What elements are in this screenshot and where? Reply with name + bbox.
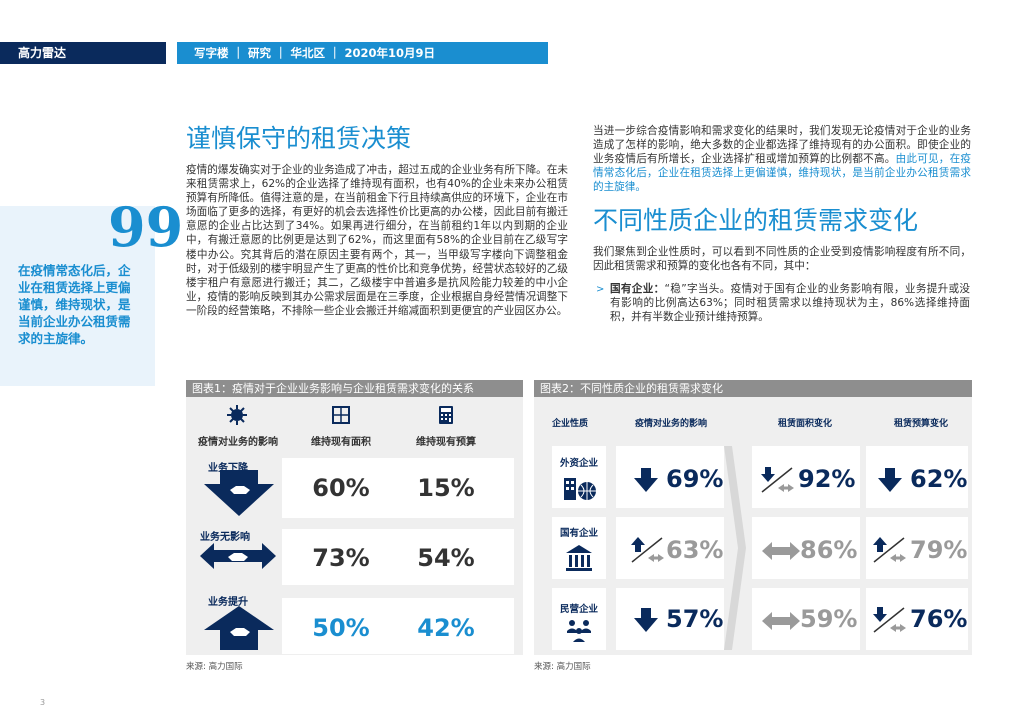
- bullet-arrow-icon: >: [596, 284, 605, 295]
- chart1-row2-label: 业务无影响: [200, 532, 250, 543]
- down-arrow-handshake-icon: [204, 470, 274, 516]
- chart2-cell: [866, 588, 968, 650]
- chart2-row3-budget: 76%: [910, 605, 968, 633]
- chart2-row3-label: 民营企业: [559, 604, 598, 615]
- quote-panel: [0, 206, 155, 386]
- chart2-row1-area: 92%: [798, 465, 856, 493]
- section2-bullet: > 国有企业：“稳”字当头。疫情对于国有企业的业务影响有限，业务提升或没有影响的…: [596, 282, 970, 323]
- chart1-row1-label: 业务下降: [208, 463, 248, 474]
- double-arrow-icon: [762, 612, 800, 630]
- section2-intro-highlight: 由此可见，在疫情常态化后，企业在租赁选择上更偏谨慎，维持现状，是当前企业办公租赁…: [593, 153, 972, 194]
- chart2-col-type: 企业性质: [551, 419, 588, 429]
- chart2-source: 来源: 高力国际: [534, 662, 591, 672]
- section2-paragraph: 我们聚焦到企业性质时，可以看到不同性质的企业受到疫情影响程度有所不同，因此租赁需…: [593, 246, 971, 273]
- pull-quote: 在疫情常态化后，企业在租赁选择上更偏谨慎，维持现状，是当前企业办公租赁需求的主旋…: [18, 263, 131, 346]
- chart2-row1-impact: 69%: [666, 465, 724, 493]
- chart2-row2-budget: 79%: [910, 536, 968, 564]
- chart2-col-area: 租赁面积变化: [777, 419, 832, 429]
- chart2-row1-budget: 62%: [910, 465, 968, 493]
- chart1-row3-budget: 42%: [417, 614, 475, 642]
- chart1-row-bg: [282, 529, 514, 585]
- chart2-row2-area: 86%: [800, 536, 858, 564]
- chart2-type-cell: [552, 446, 606, 508]
- chart1-row-bg: [282, 598, 514, 654]
- down-arrow-icon: [634, 608, 658, 632]
- mixed-down-icon: [873, 607, 906, 633]
- section1-paragraph: 疫情的爆发确实对于企业的业务造成了冲击，超过五成的企业业务有所下降。在未来租赁需…: [186, 164, 568, 317]
- section2-title: 不同性质企业的租赁需求变化: [593, 206, 919, 235]
- area-icon: [332, 406, 350, 424]
- section1-title: 谨慎保守的租赁决策: [186, 124, 412, 153]
- up-arrow-handshake-icon: [204, 606, 274, 650]
- calculator-icon: [439, 406, 453, 424]
- meta-bar: 写字楼 ｜ 研究 ｜ 华北区 ｜ 2020年10月9日: [177, 42, 548, 64]
- chart1-heading: 图表1：疫情对于企业业务影响与企业租赁需求变化的关系: [186, 380, 523, 397]
- chart1-col-area: 维持现有面积: [311, 437, 371, 448]
- chart2-row3-area: 59%: [800, 605, 858, 633]
- government-building-icon: [566, 545, 592, 571]
- section2-intro-text: 当进一步综合疫情影响和需求变化的结果时，我们发现无论疫情对于企业的业务造成了怎样…: [593, 125, 971, 166]
- chart1-row1-budget: 15%: [417, 474, 475, 502]
- chart2-row2-label: 国有企业: [559, 528, 598, 539]
- chart2-cell: [866, 446, 968, 508]
- chart1-row2-budget: 54%: [417, 544, 475, 572]
- virus-icon: [227, 405, 247, 425]
- section2-intro: 当进一步综合疫情影响和需求变化的结果时，我们发现无论疫情对于企业的业务造成了怎样…: [593, 124, 971, 194]
- mixed-down-icon: [761, 467, 794, 493]
- chart1-row1-area: 60%: [312, 474, 370, 502]
- chart1-col-budget: 维持现有预算: [416, 437, 476, 448]
- down-arrow-icon: [634, 468, 658, 492]
- chart1-col-impact: 疫情对业务的影响: [198, 437, 278, 448]
- chart2-row1-label: 外资企业: [559, 458, 598, 469]
- chart2-col-budget: 租赁预算变化: [893, 419, 948, 429]
- chart1-row3-label: 业务提升: [208, 597, 248, 608]
- chart2-cell: [616, 517, 724, 579]
- chart1-row-bg: [282, 458, 514, 518]
- brand-bar: 高力雷达: [0, 42, 166, 64]
- people-group-icon: [567, 620, 591, 642]
- mixed-up-icon: [873, 537, 906, 563]
- chart2-cell: [616, 588, 724, 650]
- chart1-row3-area: 50%: [312, 614, 370, 642]
- chart2-heading: 图表2：不同性质企业的租赁需求变化: [534, 380, 972, 397]
- bullet-text: “稳”字当头。疫情对于国有企业的业务影响有限，业务提升或没有影响的比例高达63%…: [610, 283, 971, 324]
- down-arrow-icon: [878, 468, 902, 492]
- bullet-lead: 国有企业：: [610, 283, 665, 295]
- double-arrow-handshake-icon: [200, 543, 276, 569]
- building-globe-icon: [564, 478, 596, 500]
- chart1-row2-area: 73%: [312, 544, 370, 572]
- page-number: 3: [40, 698, 46, 707]
- chart2-row3-impact: 57%: [666, 605, 724, 633]
- chart2-cell: [616, 446, 724, 508]
- chart2-row2-impact: 63%: [666, 536, 724, 564]
- quote-mark-icon: 99: [108, 195, 184, 259]
- chevron-separator-icon: [724, 446, 746, 650]
- mixed-up-icon: [631, 537, 664, 563]
- double-arrow-icon: [762, 542, 800, 560]
- chart1-source: 来源: 高力国际: [186, 662, 243, 672]
- chart2-col-impact: 疫情对业务的影响: [634, 419, 707, 429]
